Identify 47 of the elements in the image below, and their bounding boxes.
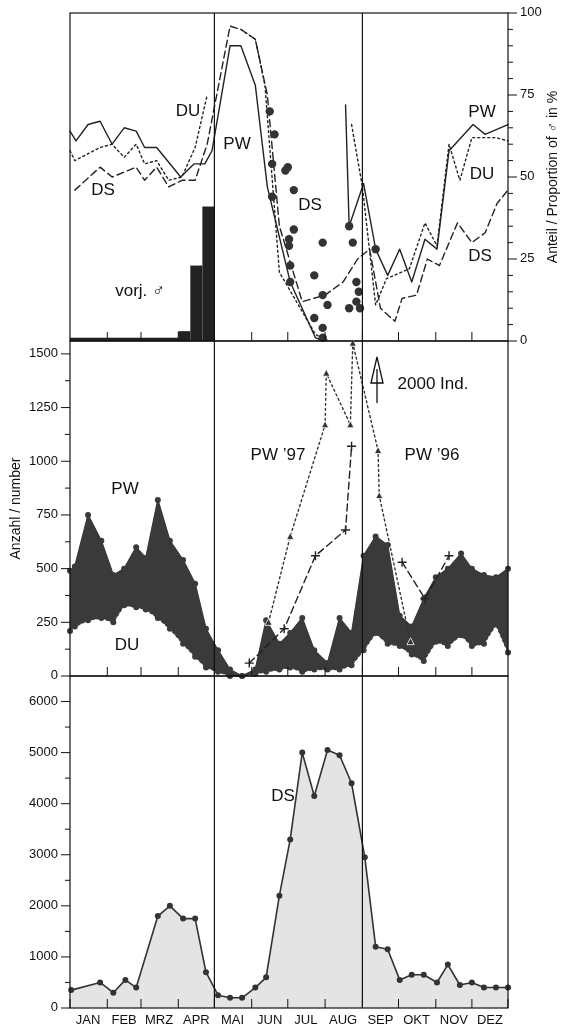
- y-tick-label: 0: [50, 667, 58, 683]
- annotation: DS: [468, 246, 492, 266]
- y-tick-label: 1500: [29, 345, 58, 361]
- x-tick-label: FEB: [111, 1012, 137, 1027]
- annotation: DU: [114, 635, 140, 655]
- y-tick-label: 1000: [29, 948, 58, 964]
- x-tick-label: JAN: [75, 1012, 101, 1027]
- x-tick-label: JUL: [294, 1012, 318, 1027]
- y-tick-label: 100: [520, 4, 542, 20]
- x-tick-label: AUG: [329, 1012, 358, 1027]
- x-tick-label: OKT: [403, 1012, 430, 1027]
- annotation: PW: [468, 102, 496, 122]
- annotation: DU: [469, 164, 495, 184]
- annotation: PW ’97: [250, 445, 306, 465]
- x-tick-label: NOV: [439, 1012, 469, 1027]
- annotation: PW ’96: [404, 445, 460, 465]
- y-tick-label: 4000: [29, 795, 58, 811]
- annotation: PW: [223, 134, 251, 154]
- y-tick-label: 50: [520, 168, 535, 184]
- y-tick-label: 0: [50, 999, 58, 1015]
- y-tick-label: 750: [36, 506, 58, 522]
- y-tick-label: 5000: [29, 744, 58, 760]
- x-tick-label: DEZ: [476, 1012, 504, 1027]
- x-tick-label: MAI: [220, 1012, 245, 1027]
- annotation: PW: [111, 479, 139, 499]
- y-tick-label: 1250: [29, 399, 58, 415]
- y-axis-title: Anteil / Proportion of ♂ in %: [543, 90, 560, 264]
- x-tick-label: MRZ: [144, 1012, 174, 1027]
- y-tick-label: 75: [520, 86, 535, 102]
- y-tick-label: 500: [36, 560, 58, 576]
- annotation: DS: [298, 195, 322, 215]
- x-tick-label: JUN: [257, 1012, 283, 1027]
- annotation: vorj. ♂: [115, 281, 165, 301]
- y-tick-label: 250: [36, 613, 58, 629]
- x-tick-label: SEP: [367, 1012, 394, 1027]
- annotation: 2000 Ind.: [397, 374, 469, 394]
- y-tick-label: 3000: [29, 846, 58, 862]
- y-axis-title: Anzahl / number: [6, 457, 23, 560]
- y-tick-label: 1000: [29, 452, 58, 468]
- y-tick-label: 0: [520, 332, 528, 348]
- annotation: DU: [175, 101, 201, 121]
- y-tick-label: 6000: [29, 692, 58, 708]
- y-tick-label: 25: [520, 250, 535, 266]
- y-tick-label: 2000: [29, 897, 58, 913]
- x-tick-label: APR: [182, 1012, 210, 1027]
- annotation: DS: [91, 180, 115, 200]
- annotation: DS: [271, 786, 295, 806]
